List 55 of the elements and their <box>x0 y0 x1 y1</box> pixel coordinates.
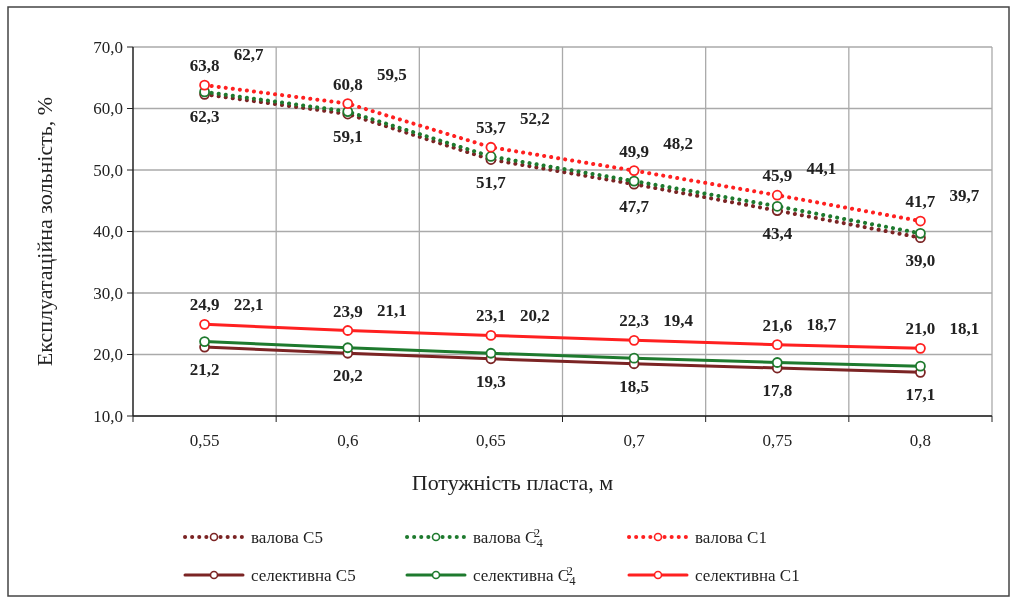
y-tick-label: 40,0 <box>93 222 123 242</box>
data-label: 41,7 <box>905 192 936 212</box>
data-label: 48,2 <box>663 134 693 154</box>
data-label: 18,7 <box>806 315 837 335</box>
data-label: 20,2 <box>520 306 550 326</box>
data-label: 17,8 <box>762 381 793 401</box>
legend-label: селективна C5 <box>251 565 356 585</box>
data-label: 47,7 <box>619 197 650 217</box>
data-label: 45,9 <box>762 166 793 186</box>
data-label: 52,2 <box>520 109 550 129</box>
data-label: 39,7 <box>949 186 980 206</box>
data-label: 18,1 <box>949 319 980 339</box>
y-tick-label: 50,0 <box>93 160 123 180</box>
data-label: 17,1 <box>905 385 936 405</box>
data-label: 51,7 <box>476 172 507 192</box>
x-tick-label: 0,7 <box>623 431 646 450</box>
x-axis-title: Потужність пласта, м <box>411 470 614 495</box>
data-label: 21,0 <box>905 319 936 339</box>
x-tick-label: 0,75 <box>762 431 793 450</box>
data-label: 62,3 <box>189 107 220 127</box>
y-axis-title: Експлуатаційна зольність, % <box>32 96 57 367</box>
y-tick-label: 20,0 <box>93 345 123 365</box>
data-label: 23,1 <box>476 306 506 326</box>
data-label: 49,9 <box>619 141 649 161</box>
x-tick-label: 0,6 <box>337 431 359 450</box>
x-tick-label: 0,8 <box>909 431 932 450</box>
legend-label: валова C5 <box>251 527 323 547</box>
data-label: 44,1 <box>806 159 837 179</box>
data-label: 24,9 <box>189 295 220 315</box>
legend-label: валова C1 <box>695 527 767 547</box>
data-label: 21,1 <box>376 300 407 320</box>
data-label: 22,1 <box>233 294 264 314</box>
data-label: 43,4 <box>762 223 793 243</box>
data-label: 63,8 <box>189 56 220 76</box>
data-label: 59,1 <box>332 127 363 147</box>
data-label: 62,7 <box>233 44 264 64</box>
data-label: 21,6 <box>762 315 793 335</box>
data-label: 19,4 <box>663 311 694 331</box>
y-tick-label: 70,0 <box>93 37 123 57</box>
data-label: 23,9 <box>332 301 363 321</box>
data-label: 60,8 <box>332 74 363 94</box>
x-tick-label: 0,65 <box>476 431 506 450</box>
data-label: 21,2 <box>189 360 220 380</box>
data-label: 59,5 <box>376 64 407 84</box>
y-tick-label: 60,0 <box>93 99 123 119</box>
data-label: 39,0 <box>905 250 936 270</box>
data-label: 22,3 <box>619 311 649 331</box>
legend-label: селективна C1 <box>695 565 800 585</box>
data-label: 20,2 <box>332 366 363 386</box>
x-tick-label: 0,55 <box>189 431 220 450</box>
y-tick-label: 10,0 <box>93 406 123 426</box>
y-tick-label: 30,0 <box>93 283 123 303</box>
data-label: 53,7 <box>476 118 507 138</box>
data-label: 19,3 <box>476 371 506 391</box>
data-label: 18,5 <box>619 376 649 396</box>
